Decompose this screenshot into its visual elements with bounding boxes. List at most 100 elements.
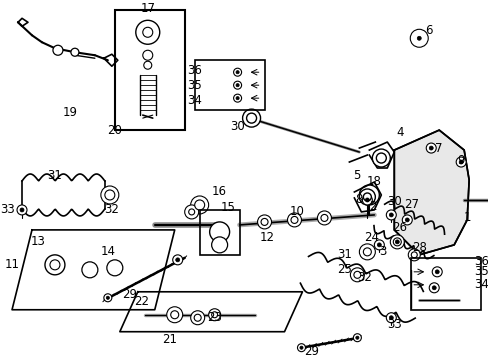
Circle shape [233,81,241,89]
Circle shape [20,208,24,212]
Text: 33: 33 [0,203,16,216]
Circle shape [359,185,379,205]
Text: 19: 19 [62,105,77,119]
Text: 13: 13 [30,235,45,248]
Circle shape [353,334,361,342]
Circle shape [257,215,271,229]
Circle shape [431,267,441,277]
Circle shape [261,219,267,225]
Text: 7: 7 [435,141,442,154]
Text: 21: 21 [162,333,177,346]
Circle shape [377,243,381,247]
Circle shape [175,258,180,262]
Text: 4: 4 [396,126,403,139]
Circle shape [410,252,416,258]
Text: 22: 22 [134,295,149,308]
Text: 5: 5 [352,168,359,181]
Circle shape [350,268,364,282]
Text: 24: 24 [363,231,378,244]
Circle shape [431,286,435,290]
Text: 17: 17 [140,2,155,15]
Text: 16: 16 [212,185,226,198]
Circle shape [242,109,260,127]
Circle shape [236,84,239,87]
Circle shape [426,143,435,153]
Circle shape [17,205,27,215]
Text: 34: 34 [473,278,488,291]
Text: 2: 2 [369,201,376,213]
Circle shape [389,235,404,249]
Text: 34: 34 [187,94,202,107]
Circle shape [386,210,395,220]
Circle shape [355,336,358,339]
Text: 25: 25 [336,263,351,276]
Text: 35: 35 [187,79,202,92]
Text: 10: 10 [289,206,305,219]
Circle shape [290,216,297,224]
Circle shape [190,196,208,214]
Bar [115,10,184,130]
Circle shape [388,316,392,320]
Circle shape [101,186,119,204]
Text: 6: 6 [425,24,432,37]
Circle shape [170,311,178,319]
Circle shape [365,191,372,199]
Text: 27: 27 [403,198,418,211]
Circle shape [458,160,462,164]
Circle shape [371,149,389,167]
Circle shape [363,193,370,201]
Circle shape [416,36,420,40]
Circle shape [320,215,327,221]
Circle shape [363,248,370,256]
Circle shape [81,262,98,278]
Circle shape [71,48,79,56]
Circle shape [50,260,60,270]
Circle shape [211,237,227,253]
Circle shape [405,218,408,222]
Circle shape [374,240,384,250]
Circle shape [247,112,259,124]
Text: 31: 31 [47,168,62,181]
Circle shape [166,307,183,323]
Text: 29: 29 [304,345,318,358]
Circle shape [388,213,392,217]
Circle shape [434,270,438,274]
Circle shape [428,283,438,293]
Circle shape [236,71,239,74]
Text: 1: 1 [463,211,470,224]
Text: 33: 33 [386,318,401,331]
Circle shape [287,213,301,227]
Text: 32: 32 [356,271,371,284]
Circle shape [143,61,151,69]
Circle shape [107,260,122,276]
Circle shape [194,200,204,210]
Bar [194,60,264,110]
Text: 9: 9 [456,153,464,167]
Text: 35: 35 [473,265,488,278]
Text: 8: 8 [355,193,362,207]
Circle shape [45,255,65,275]
Circle shape [208,309,220,321]
Circle shape [236,96,239,100]
Circle shape [353,271,360,278]
Circle shape [188,209,194,215]
Circle shape [297,344,305,352]
Circle shape [211,312,217,318]
Circle shape [386,313,395,323]
Circle shape [317,211,331,225]
Circle shape [428,146,432,150]
Circle shape [402,215,411,225]
Text: 23: 23 [207,311,222,324]
Circle shape [172,255,183,265]
Circle shape [359,244,375,260]
Text: 26: 26 [391,221,406,234]
Bar [199,210,239,255]
Text: 36: 36 [473,255,488,268]
Text: 31: 31 [336,248,351,261]
Circle shape [359,189,375,205]
Text: 14: 14 [100,246,115,258]
Text: 30: 30 [386,195,401,208]
Text: 11: 11 [4,258,20,271]
Circle shape [233,94,241,102]
Text: 32: 32 [104,203,119,216]
